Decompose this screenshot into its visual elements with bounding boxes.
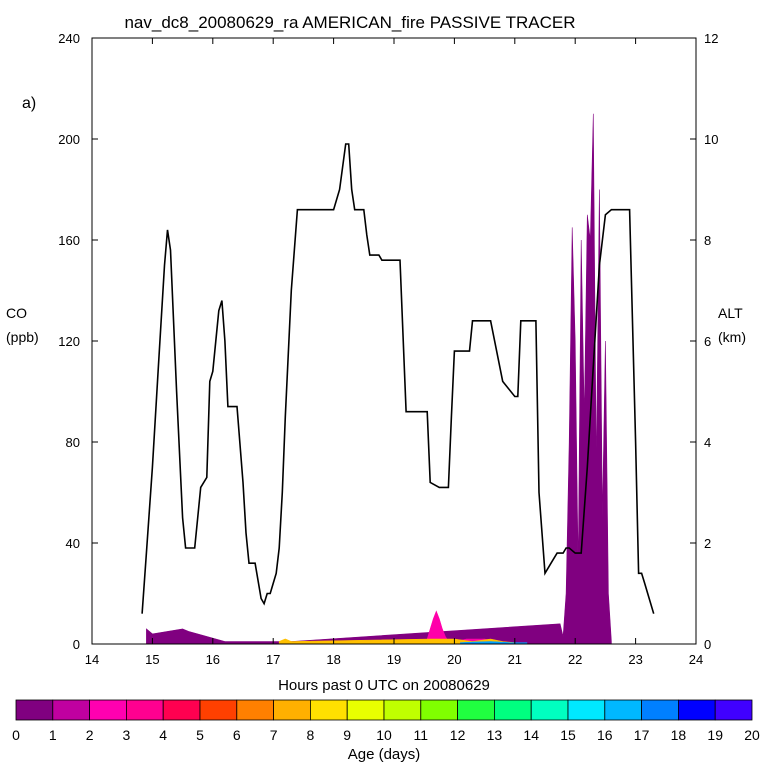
y-left-label-line2: (ppb) — [6, 329, 39, 345]
colorbar: 0 1 2 3 4 5 6 7 8 9 10 11 12 13 14 15 16 17 18 19 20 — [12, 699, 760, 743]
y-left-tick-label: 40 — [66, 536, 80, 551]
colorbar-tick-label: 10 — [376, 727, 392, 743]
colorbar-tick-label: 17 — [634, 727, 650, 743]
y-right-tick-label: 4 — [704, 435, 711, 450]
colorbar-tick-label: 8 — [307, 727, 315, 743]
colorbar-label: Age (days) — [348, 746, 421, 763]
colorbar-tick-label: 9 — [343, 727, 351, 743]
colorbar-tick-label: 3 — [123, 727, 131, 743]
colorbar-tick-label: 12 — [450, 727, 466, 743]
colorbar-swatch-14 — [530, 699, 569, 721]
axis-ticks: 14 15 16 17 18 19 20 21 22 23 24040801201602002400… — [58, 31, 718, 667]
colorbar-swatch-8 — [309, 699, 348, 721]
colorbar-swatch-17 — [641, 699, 679, 721]
colorbar-tick-label: 13 — [487, 727, 503, 743]
x-tick-label: 17 — [266, 652, 280, 667]
y-right-tick-label: 10 — [704, 132, 718, 147]
x-tick-label: 24 — [689, 652, 703, 667]
colorbar-swatch-3 — [126, 699, 164, 721]
colorbar-swatch-7 — [273, 699, 311, 721]
colorbar-swatch-0 — [15, 699, 54, 721]
colorbar-swatch-4 — [162, 699, 201, 721]
x-tick-label: 23 — [628, 652, 642, 667]
y-right-tick-label: 8 — [704, 233, 711, 248]
colorbar-swatch-9 — [346, 699, 385, 721]
y-right-label-line2: (km) — [718, 329, 746, 345]
colorbar-swatch-10 — [383, 699, 422, 721]
altitude-line — [141, 143, 655, 614]
colorbar-tick-label: 16 — [597, 727, 613, 743]
x-tick-label: 15 — [145, 652, 159, 667]
panel-label: a) — [22, 95, 36, 112]
y-left-tick-label: 240 — [58, 31, 80, 46]
x-axis-label: Hours past 0 UTC on 20080629 — [278, 677, 490, 694]
colorbar-tick-label: 18 — [671, 727, 687, 743]
colorbar-tick-label: 4 — [159, 727, 167, 743]
colorbar-swatch-15 — [567, 699, 606, 721]
x-tick-label: 14 — [85, 652, 99, 667]
colorbar-tick-label: 6 — [233, 727, 241, 743]
colorbar-tick-label: 7 — [270, 727, 278, 743]
colorbar-swatch-5 — [199, 699, 238, 721]
colorbar-swatch-16 — [604, 699, 642, 721]
y-left-tick-label: 160 — [58, 233, 80, 248]
x-tick-label: 21 — [508, 652, 522, 667]
y-right-tick-label: 6 — [704, 334, 711, 349]
colorbar-tick-label: 1 — [49, 727, 57, 743]
colorbar-swatch-19 — [714, 699, 753, 721]
co-tracer-areas — [146, 113, 612, 645]
y-right-tick-label: 12 — [704, 31, 718, 46]
x-tick-label: 16 — [206, 652, 220, 667]
y-right-label-line1: ALT — [718, 305, 743, 321]
x-tick-label: 22 — [568, 652, 582, 667]
y-left-tick-label: 120 — [58, 334, 80, 349]
chart-title: nav_dc8_20080629_ra AMERICAN_fire PASSIV… — [124, 13, 575, 32]
y-left-tick-label: 80 — [66, 435, 80, 450]
y-left-tick-label: 200 — [58, 132, 80, 147]
colorbar-tick-label: 20 — [744, 727, 760, 743]
colorbar-swatch-6 — [236, 699, 275, 721]
y-right-tick-label: 0 — [704, 637, 711, 652]
y-right-tick-label: 2 — [704, 536, 711, 551]
colorbar-swatch-2 — [89, 699, 127, 721]
colorbar-swatch-11 — [420, 699, 458, 721]
colorbar-swatch-12 — [457, 699, 495, 721]
colorbar-tick-label: 14 — [523, 727, 539, 743]
colorbar-tick-label: 15 — [560, 727, 576, 743]
y-left-label-line1: CO — [6, 305, 27, 321]
x-tick-label: 18 — [326, 652, 340, 667]
colorbar-swatch-13 — [493, 699, 532, 721]
colorbar-tick-label: 0 — [12, 727, 20, 743]
colorbar-swatch-1 — [52, 699, 90, 721]
colorbar-tick-label: 5 — [196, 727, 204, 743]
colorbar-tick-label: 19 — [707, 727, 723, 743]
x-tick-label: 20 — [447, 652, 461, 667]
colorbar-tick-label: 11 — [414, 727, 429, 743]
colorbar-swatch-18 — [678, 699, 716, 721]
co-area-age-0 — [146, 113, 612, 645]
y-left-tick-label: 0 — [73, 637, 80, 652]
colorbar-tick-label: 2 — [86, 727, 94, 743]
x-tick-label: 19 — [387, 652, 401, 667]
